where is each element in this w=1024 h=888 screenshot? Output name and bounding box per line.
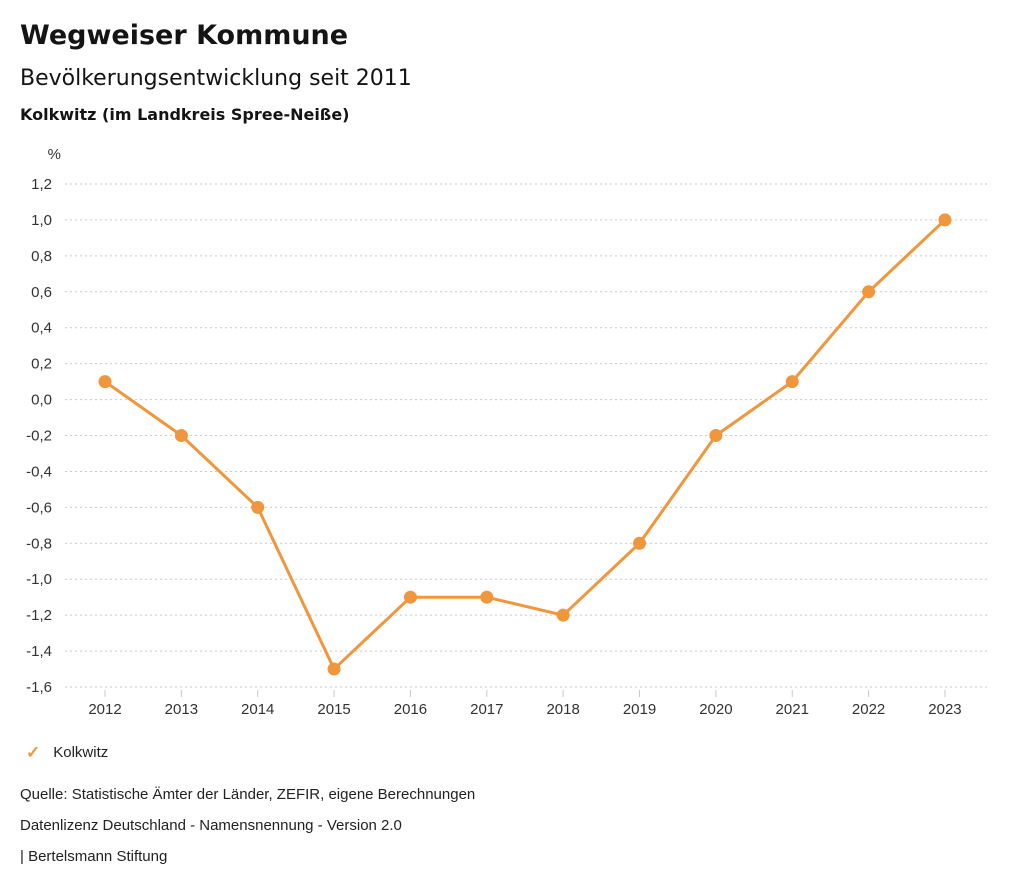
legend-label: Kolkwitz bbox=[53, 744, 109, 761]
y-tick-label: -1,0 bbox=[26, 571, 52, 588]
y-tick-label: -1,6 bbox=[26, 679, 52, 696]
line-chart: % 1,2 1,0 0,8 0,6 0,4 0,2 0,0 -0,2 -0,4 -0,6 -0,8 -1… bbox=[0, 145, 1024, 735]
page-title: Wegweiser Kommune bbox=[20, 20, 349, 51]
data-point-2023[interactable] bbox=[938, 213, 952, 227]
y-tick-label: 0,2 bbox=[31, 356, 52, 373]
y-tick-label: -1,2 bbox=[26, 607, 52, 624]
y-tick-label: 0,0 bbox=[31, 392, 52, 409]
line-chart-svg: % 1,2 1,0 0,8 0,6 0,4 0,2 0,0 -0,2 -0,4 -0,6 -0,8 -1… bbox=[26, 146, 989, 718]
y-tick-label: -0,8 bbox=[26, 535, 52, 552]
data-point-2021[interactable] bbox=[785, 375, 799, 389]
x-tick-label: 2014 bbox=[241, 701, 274, 718]
footer: Quelle: Statistische Ämter der Länder, Z… bbox=[20, 784, 920, 877]
x-tick-label: 2015 bbox=[317, 701, 350, 718]
y-tick-label: -1,4 bbox=[26, 643, 52, 660]
x-tick-label: 2022 bbox=[852, 701, 885, 718]
data-point-2022[interactable] bbox=[862, 285, 876, 299]
y-tick-label: -0,4 bbox=[26, 463, 52, 480]
x-tick-label: 2023 bbox=[928, 701, 961, 718]
attribution-note: | Bertelsmann Stiftung bbox=[20, 848, 168, 865]
y-axis-unit: % bbox=[48, 146, 61, 163]
license-note: Datenlizenz Deutschland - Namensnennung … bbox=[20, 817, 402, 834]
chart-title: Bevölkerungsentwicklung seit 2011 bbox=[20, 66, 412, 91]
chart-location: Kolkwitz (im Landkreis Spree-Neiße) bbox=[20, 105, 350, 124]
x-tick-label: 2012 bbox=[88, 701, 121, 718]
data-point-2012[interactable] bbox=[98, 375, 112, 389]
check-icon: ✓ bbox=[26, 743, 41, 762]
data-point-2018[interactable] bbox=[556, 608, 570, 622]
x-tick-label: 2013 bbox=[165, 701, 198, 718]
data-point-2017[interactable] bbox=[480, 590, 494, 604]
data-point-2019[interactable] bbox=[633, 536, 647, 550]
data-point-2016[interactable] bbox=[403, 590, 417, 604]
data-point-2015[interactable] bbox=[327, 662, 341, 676]
y-tick-label: -0,6 bbox=[26, 499, 52, 516]
y-tick-label: 1,0 bbox=[31, 212, 52, 229]
x-tick-label: 2018 bbox=[546, 701, 579, 718]
x-tick-label: 2021 bbox=[776, 701, 809, 718]
data-point-2020[interactable] bbox=[709, 429, 723, 443]
data-point-2013[interactable] bbox=[174, 429, 188, 443]
source-note: Quelle: Statistische Ämter der Länder, Z… bbox=[20, 786, 476, 803]
x-tick-label: 2016 bbox=[394, 701, 427, 718]
y-tick-label: 1,2 bbox=[31, 176, 52, 193]
x-tick-label: 2020 bbox=[699, 701, 732, 718]
data-point-2014[interactable] bbox=[251, 500, 265, 514]
legend-item-kolkwitz[interactable]: ✓ Kolkwitz bbox=[26, 744, 108, 761]
kolkwitz-series-line bbox=[103, 218, 947, 671]
y-tick-label: 0,4 bbox=[31, 320, 52, 337]
y-tick-label: -0,2 bbox=[26, 428, 52, 445]
y-tick-label: 0,8 bbox=[31, 248, 52, 265]
x-tick-label: 2017 bbox=[470, 701, 503, 718]
y-tick-label: 0,6 bbox=[31, 284, 52, 301]
x-tick-label: 2019 bbox=[623, 701, 656, 718]
